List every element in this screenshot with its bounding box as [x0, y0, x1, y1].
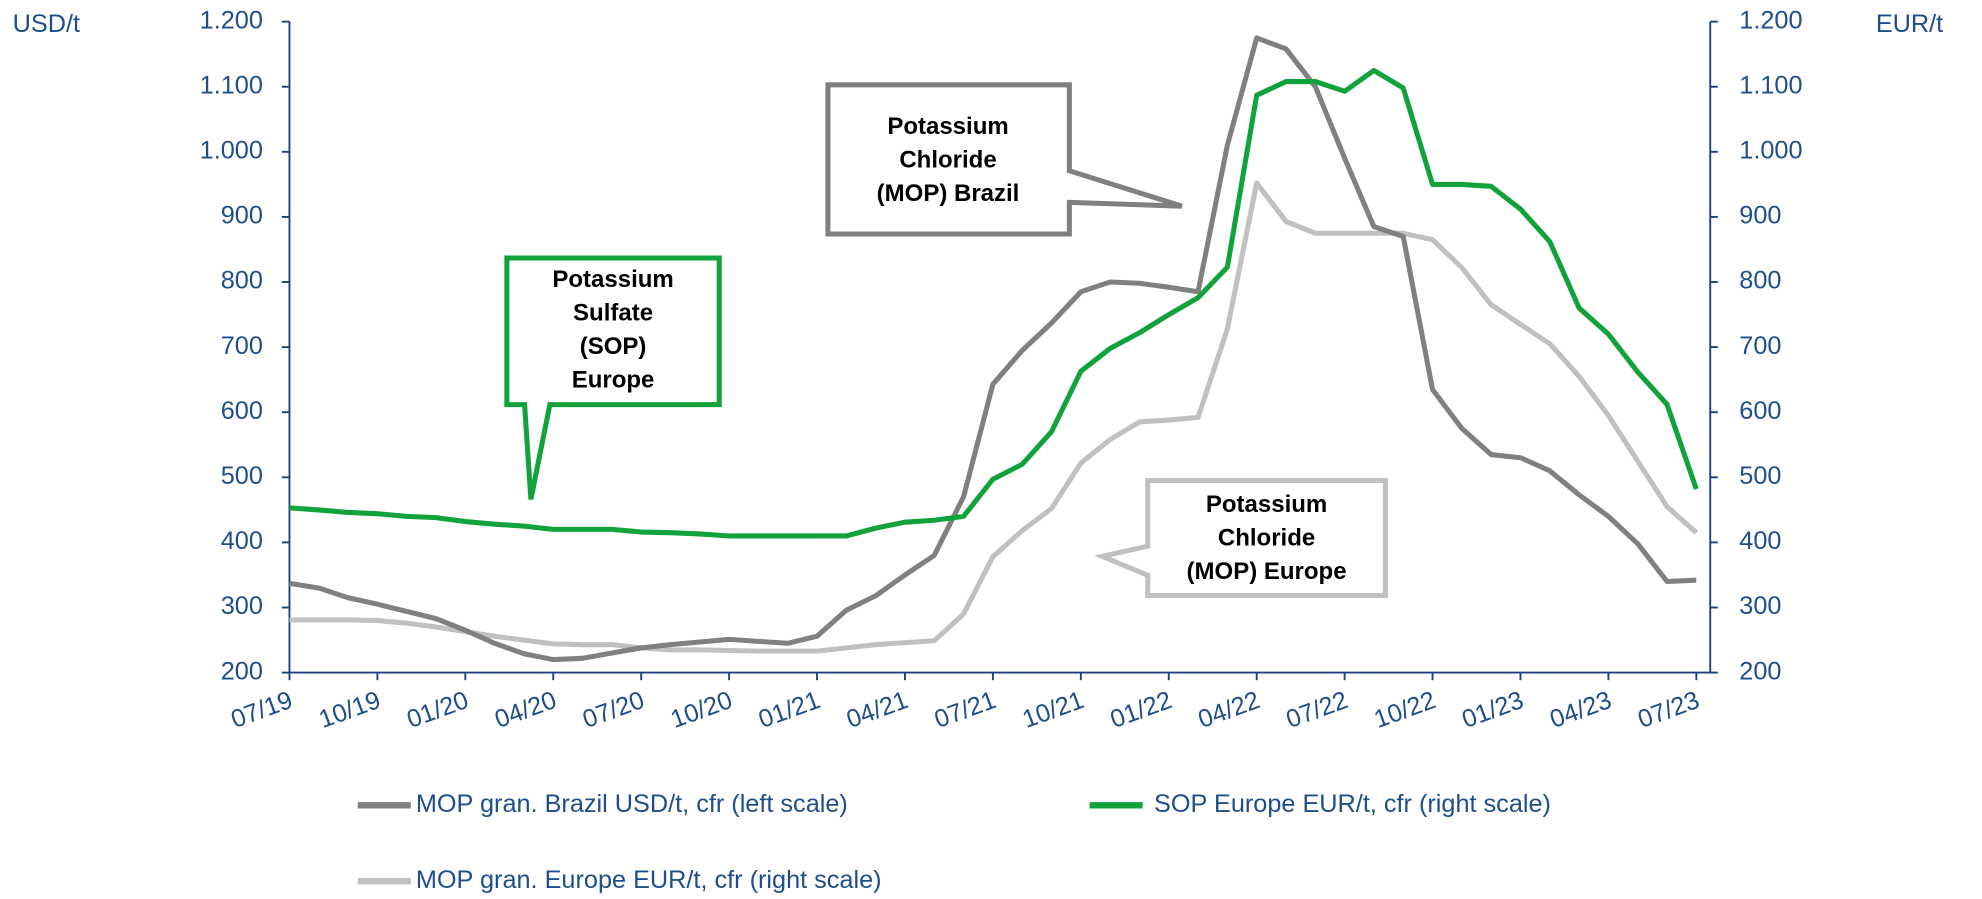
series-line — [289, 180, 1699, 654]
y-tick-label: 300 — [221, 592, 263, 620]
x-tick-label: 07/23 — [1634, 686, 1703, 734]
y2-tick-label: 300 — [1739, 592, 1781, 620]
x-tick-label: 07/21 — [931, 686, 1000, 734]
x-tick-label: 04/22 — [1195, 686, 1264, 734]
legend-label: SOP Europe EUR/t, cfr (right scale) — [1154, 790, 1551, 818]
callout-text: (SOP) — [580, 333, 647, 360]
y-tick-label: 600 — [221, 397, 263, 425]
y2-tick-label: 400 — [1739, 527, 1781, 555]
x-tick-label: 10/19 — [315, 686, 384, 734]
x-tick-label: 04/21 — [843, 686, 912, 734]
y2-axis-label: EUR/t — [1876, 10, 1943, 38]
callout-text: Chloride — [899, 147, 996, 174]
callout-box — [504, 255, 722, 500]
callout-text: Potassium — [887, 113, 1008, 140]
y2-tick-label: 200 — [1739, 657, 1781, 685]
x-tick-label: 10/20 — [667, 686, 736, 734]
callout: Potassium Chloride (MOP) Brazil — [825, 82, 1183, 237]
y-tick-label: 900 — [221, 202, 263, 230]
legend-label: MOP gran. Brazil USD/t, cfr (left scale) — [416, 790, 848, 818]
series-line — [289, 35, 1697, 663]
x-tick-label: 04/23 — [1546, 686, 1615, 734]
y-tick-label: 1.100 — [200, 71, 263, 99]
y-tick-label: 700 — [221, 332, 263, 360]
callout-text: Sulfate — [573, 300, 653, 327]
y2-tick-label: 700 — [1739, 332, 1781, 360]
x-tick-label: 10/22 — [1370, 686, 1439, 734]
y2-tick-label: 500 — [1739, 462, 1781, 490]
x-tick-label: 10/21 — [1019, 686, 1088, 734]
callout-box — [1093, 477, 1388, 599]
x-tick-label: 01/23 — [1458, 686, 1527, 734]
callout-text: (MOP) Europe — [1187, 558, 1347, 585]
x-tick-label: 01/21 — [755, 686, 824, 734]
callout-text: Chloride — [1218, 525, 1315, 552]
callout: Potassium Sulfate (SOP) Europe — [504, 255, 722, 500]
x-tick-label: 07/22 — [1282, 686, 1351, 734]
callout-box — [825, 82, 1183, 237]
y-tick-label: 500 — [221, 462, 263, 490]
y-tick-label: 800 — [221, 267, 263, 295]
x-tick-label: 07/20 — [579, 686, 648, 734]
callout-text: Europe — [572, 367, 655, 394]
y-tick-label: 1.000 — [200, 136, 263, 164]
callout-text: Potassium — [552, 266, 673, 293]
y-tick-label: 1.200 — [200, 6, 263, 34]
callout: Potassium Chloride (MOP) Europe — [1093, 477, 1388, 599]
y-tick-label: 400 — [221, 527, 263, 555]
series-line — [289, 67, 1699, 539]
y2-tick-label: 1.000 — [1739, 136, 1802, 164]
y2-tick-label: 1.200 — [1739, 6, 1802, 34]
x-tick-label: 07/19 — [227, 686, 296, 734]
x-tick-label: 01/22 — [1107, 686, 1176, 734]
y2-tick-label: 1.100 — [1739, 71, 1802, 99]
x-tick-label: 01/20 — [403, 686, 472, 734]
callout-text: (MOP) Brazil — [877, 180, 1020, 207]
y-tick-label: 200 — [221, 657, 263, 685]
callout-text: Potassium — [1206, 491, 1327, 518]
y2-tick-label: 600 — [1739, 397, 1781, 425]
x-tick-label: 04/20 — [491, 686, 560, 734]
y2-tick-label: 800 — [1739, 267, 1781, 295]
y-axis-label: USD/t — [13, 10, 80, 38]
legend-label: MOP gran. Europe EUR/t, cfr (right scale… — [416, 866, 882, 894]
y2-tick-label: 900 — [1739, 202, 1781, 230]
